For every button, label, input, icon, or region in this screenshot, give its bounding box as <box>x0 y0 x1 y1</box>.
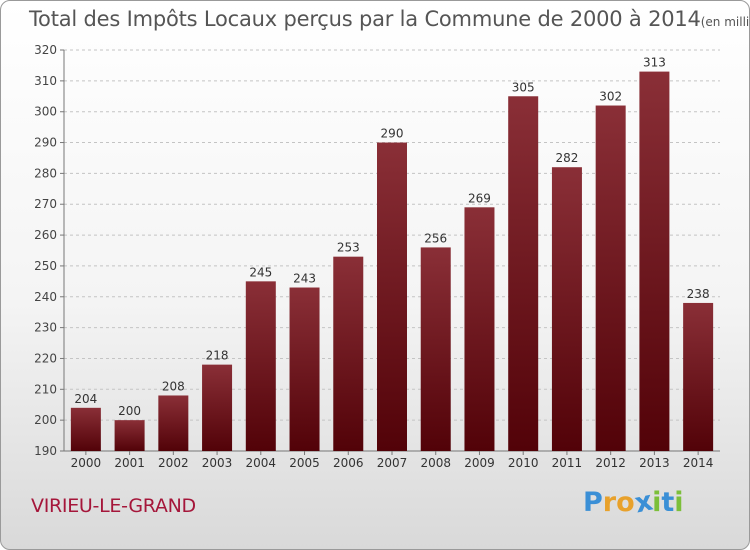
data-label: 218 <box>206 349 229 363</box>
y-tick-label: 270 <box>34 197 57 211</box>
x-tick-label: 2002 <box>158 456 189 470</box>
x-tick-label: 2009 <box>464 456 495 470</box>
y-tick-label: 200 <box>34 413 57 427</box>
bar-2003 <box>202 364 233 451</box>
data-label: 256 <box>424 231 447 245</box>
y-tick-label: 220 <box>34 351 57 365</box>
data-label: 282 <box>555 151 578 165</box>
data-label: 245 <box>249 265 272 279</box>
y-tick-label: 210 <box>34 382 57 396</box>
bar-2010 <box>508 96 539 452</box>
x-tick-label: 2005 <box>289 456 320 470</box>
data-label: 290 <box>381 127 404 141</box>
x-tick-label: 2007 <box>377 456 408 470</box>
bar-2005 <box>289 287 320 451</box>
y-tick-label: 240 <box>34 290 57 304</box>
x-tick-label: 2004 <box>246 456 277 470</box>
logo-letter: i <box>652 487 662 518</box>
bar-2007 <box>377 142 407 452</box>
bar-2008 <box>420 247 451 451</box>
bar-2000 <box>70 407 101 451</box>
x-tick-label: 2001 <box>114 456 145 470</box>
logo-letter: o <box>616 487 635 518</box>
data-label: 305 <box>512 80 535 94</box>
x-tick-label: 2008 <box>420 456 451 470</box>
chart-title: Total des Impôts Locaux perçus par la Co… <box>29 7 750 31</box>
data-label: 243 <box>293 272 316 286</box>
bar-2006 <box>333 256 364 451</box>
x-tick-label: 2013 <box>639 456 670 470</box>
x-tick-label: 2014 <box>683 456 714 470</box>
data-label: 200 <box>118 404 141 418</box>
y-tick-label: 310 <box>34 74 57 88</box>
data-label: 208 <box>162 379 185 393</box>
x-tick-label: 2010 <box>508 456 539 470</box>
proxiti-logo: Proxiti <box>583 486 684 520</box>
logo-letter: r <box>602 487 617 518</box>
data-label: 302 <box>599 90 622 104</box>
y-tick-label: 260 <box>34 228 57 242</box>
x-tick-label: 2003 <box>202 456 233 470</box>
y-tick-label: 290 <box>34 136 57 150</box>
logo-letter: P <box>583 487 603 518</box>
logo-letter: i <box>674 487 684 518</box>
x-tick-label: 2000 <box>71 456 102 470</box>
data-label: 269 <box>468 191 491 205</box>
bar-2002 <box>158 395 189 451</box>
bar-2004 <box>245 281 276 451</box>
chart-title-text: Total des Impôts Locaux perçus par la Co… <box>29 7 701 31</box>
x-tick-label: 2006 <box>333 456 364 470</box>
y-tick-label: 280 <box>34 166 57 180</box>
x-tick-label: 2012 <box>595 456 626 470</box>
y-tick-label: 320 <box>34 43 57 57</box>
data-label: 253 <box>337 241 360 255</box>
bar-2013 <box>639 71 670 451</box>
bar-2001 <box>114 420 145 451</box>
y-tick-label: 300 <box>34 105 57 119</box>
x-tick-label: 2011 <box>552 456 583 470</box>
y-tick-label: 230 <box>34 321 57 335</box>
y-tick-label: 190 <box>34 444 57 458</box>
chart-unit-note: (en milliers d'€) <box>700 15 750 29</box>
data-label: 204 <box>74 392 97 406</box>
bar-2014 <box>683 302 714 451</box>
bar-2011 <box>551 167 582 451</box>
bar-2012 <box>595 105 626 452</box>
commune-name: VIRIEU-LE-GRAND <box>31 495 196 517</box>
y-tick-label: 250 <box>34 259 57 273</box>
data-label: 238 <box>687 287 710 301</box>
data-label: 313 <box>643 56 666 70</box>
logo-letter: t <box>661 487 675 518</box>
bar-2009 <box>464 207 495 451</box>
